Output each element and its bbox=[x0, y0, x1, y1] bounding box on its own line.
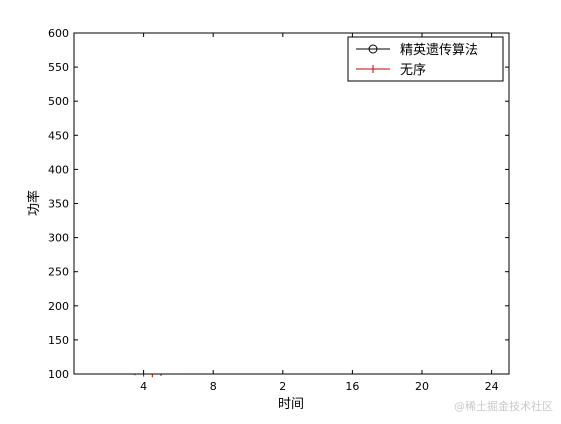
watermark-text: @稀土掘金技术社区 bbox=[454, 400, 553, 413]
y-tick-label: 250 bbox=[48, 266, 69, 279]
y-axis-label: 功率 bbox=[26, 190, 42, 216]
x-tick-label: 24 bbox=[485, 380, 499, 393]
x-tick-label: 4 bbox=[140, 380, 147, 393]
x-tick-label: 2 bbox=[279, 380, 286, 393]
x-axis-label: 时间 bbox=[278, 397, 304, 412]
x-tick-label: 8 bbox=[210, 380, 217, 393]
y-tick-label: 400 bbox=[48, 163, 69, 176]
y-tick-label: 200 bbox=[48, 300, 69, 313]
x-tick-label: 16 bbox=[345, 380, 359, 393]
axis-layer: 100 150 200 250 300 350 400 450 500 550 600 4 8 2 16 20… bbox=[48, 27, 510, 393]
y-tick-label: 600 bbox=[48, 27, 69, 40]
y-tick-label: 450 bbox=[48, 129, 69, 142]
y-tick-label: 150 bbox=[48, 334, 69, 347]
y-tick-label: 550 bbox=[48, 61, 69, 74]
x-tick-label: 20 bbox=[415, 380, 429, 393]
y-tick-label: 100 bbox=[48, 368, 69, 381]
legend-box bbox=[347, 36, 504, 82]
y-tick-label: 300 bbox=[48, 232, 69, 245]
y-tick-label: 500 bbox=[48, 95, 69, 108]
y-tick-label: 350 bbox=[48, 198, 69, 211]
legend-marker-0 bbox=[368, 44, 378, 54]
legend-label-0: 精英遗传算法 bbox=[400, 43, 478, 58]
plot-area-frame bbox=[73, 32, 510, 375]
legend-label-1: 无序 bbox=[400, 63, 426, 78]
